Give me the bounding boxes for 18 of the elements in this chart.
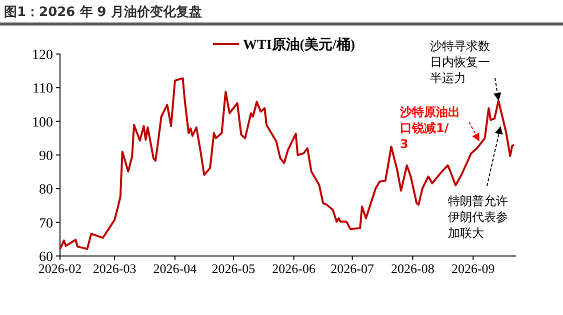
y-tick-label: 120 <box>32 48 53 63</box>
annotation: 特朗普允许伊朗代表参加联大 <box>448 194 508 240</box>
x-tick-label: 2026-07 <box>330 261 374 276</box>
x-tick-label: 2026-05 <box>212 261 256 276</box>
x-tick-label: 2026-03 <box>92 261 136 276</box>
y-tick-label: 100 <box>32 115 53 130</box>
x-tick-label: 2026-06 <box>272 261 316 276</box>
y-tick-label: 90 <box>39 149 53 164</box>
annotation: 沙特原油出口锐减1/3 <box>399 105 460 151</box>
annotation: 沙特寻求数日内恢复一半运力 <box>430 39 490 85</box>
x-tick-label: 2026-08 <box>391 261 434 276</box>
legend-label: WTI原油(美元/桶) <box>243 36 356 53</box>
y-tick-label: 110 <box>32 82 53 97</box>
x-tick-label: 2026-04 <box>153 261 198 276</box>
chart-title: 图1：2026 年 9 月油价变化复盘 <box>4 4 202 20</box>
x-tick-label: 2026-09 <box>451 261 495 276</box>
y-tick-label: 70 <box>39 216 53 232</box>
y-tick-label: 80 <box>39 182 53 198</box>
